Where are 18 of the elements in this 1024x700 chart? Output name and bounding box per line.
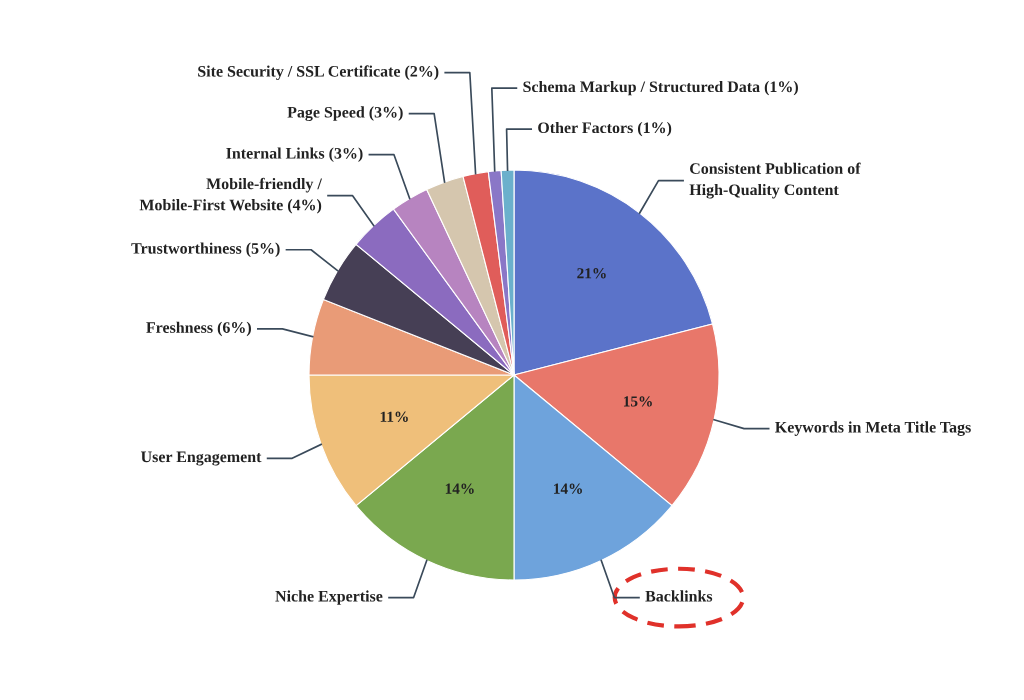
data-label: 14% [445,483,474,494]
slice-label: Consistent Publication of High-Quality Content [689,162,861,199]
slice-label: Freshness (6%) [146,321,251,337]
slice-label: Backlinks [645,590,713,602]
slice-label: Trustworthiness (5%) [131,242,280,258]
data-label: 11% [380,411,408,422]
slice-label: User Engagement [141,451,262,466]
data-label: 14% [554,483,582,494]
data-label: 15% [623,396,652,407]
slice-label: Mobile-friendly / Mobile-First Website (4%) [139,177,323,214]
slice-label: Keywords in Meta Title Tags [775,421,971,436]
slice-label: Schema Markup / Structured Data (1%) [523,80,798,96]
slice-label: Site Security / SSL Certificate (2%) [198,65,439,81]
slice-label: Internal Links (3%) [226,147,363,162]
slice-label: Other Factors (1%) [538,121,672,137]
slice-label: Page Speed (3%) [287,106,403,121]
slice-label: Niche Expertise [275,590,383,605]
data-label: 21% [577,268,606,279]
